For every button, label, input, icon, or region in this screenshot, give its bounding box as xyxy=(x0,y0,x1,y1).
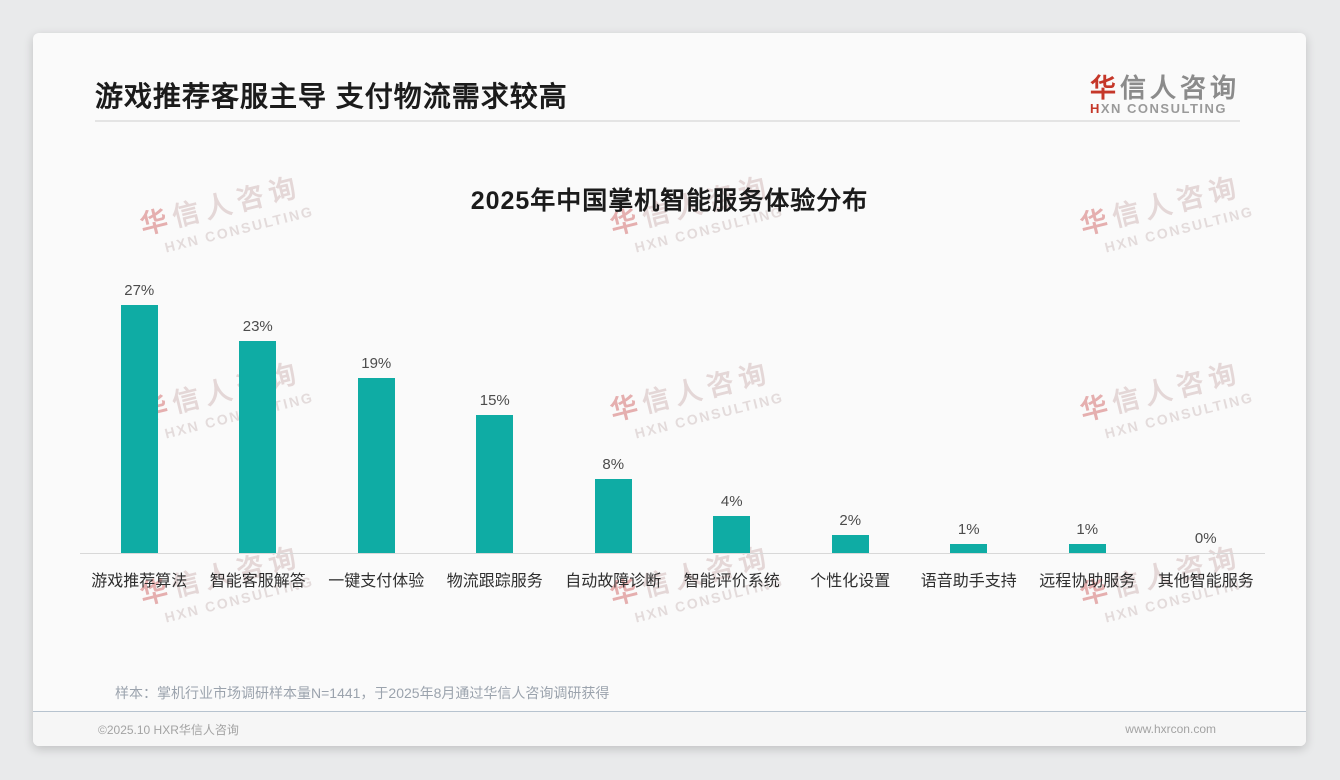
bar xyxy=(950,544,988,553)
brand-logo-cn-rest: 信人咨询 xyxy=(1119,72,1240,103)
bar xyxy=(476,415,514,553)
category-label: 一键支付体验 xyxy=(328,573,425,590)
header: 游戏推荐客服主导 支付物流需求较高 华信人咨询 HXN CONSULTING xyxy=(95,67,1240,123)
bar xyxy=(120,305,158,553)
brand-logo-cn-accent: 华 xyxy=(1089,72,1120,103)
chart-title: 2025年中国掌机智能服务体验分布 xyxy=(470,187,869,215)
brand-logo-en-accent: H xyxy=(1089,101,1101,117)
bar-column: 27% xyxy=(80,282,199,553)
bar-column: 1% xyxy=(1028,521,1147,553)
footer-bar: ©2025.10 HXR华信人咨询 www.hxrcon.com xyxy=(33,711,1306,746)
bar-column: 15% xyxy=(436,392,555,553)
category-label: 智能评价系统 xyxy=(683,573,780,590)
bar-value-label: 4% xyxy=(720,493,743,510)
category-label: 语音助手支持 xyxy=(920,573,1017,590)
category-label: 智能客服解答 xyxy=(209,573,306,590)
bar-value-label: 2% xyxy=(839,512,862,529)
bar-value-label: 1% xyxy=(1076,521,1099,538)
report-card: 华信人咨询 HXN CONSULTING 华信人咨询 HXN CONSULTING 华信… xyxy=(33,33,1306,746)
bar xyxy=(1068,544,1106,553)
bar xyxy=(594,479,632,553)
x-axis-line xyxy=(80,553,1265,554)
bar-value-label: 1% xyxy=(957,521,980,538)
bar-value-label: 0% xyxy=(1194,530,1217,547)
bar xyxy=(713,516,751,553)
category-label: 物流跟踪服务 xyxy=(446,573,543,590)
bar-column: 0% xyxy=(1147,530,1266,553)
page-title: 游戏推荐客服主导 支付物流需求较高 xyxy=(95,81,568,112)
bar-value-label: 15% xyxy=(479,392,510,409)
bar-value-label: 27% xyxy=(124,282,155,299)
bar xyxy=(831,535,869,553)
bar-value-label: 19% xyxy=(361,355,392,372)
bar-chart: 27% 23% 19% 15% 8% 4% 2% 1% 1% 0% xyxy=(80,279,1265,553)
bar-column: 1% xyxy=(910,521,1029,553)
category-label: 远程协助服务 xyxy=(1039,573,1136,590)
bar-value-label: 8% xyxy=(602,456,625,473)
sample-note: 样本：掌机行业市场调研样本量N=1441，于2025年8月通过华信人咨询调研获得 xyxy=(115,685,610,701)
bar-column: 4% xyxy=(673,493,792,553)
category-label: 其他智能服务 xyxy=(1157,573,1254,590)
category-label: 个性化设置 xyxy=(810,573,891,590)
brand-logo-cn: 华信人咨询 xyxy=(1089,72,1240,103)
brand-logo-en: HXN CONSULTING xyxy=(1089,101,1240,117)
bar xyxy=(357,378,395,553)
bar-value-label: 23% xyxy=(242,318,273,335)
bar xyxy=(239,341,277,553)
brand-logo: 华信人咨询 HXN CONSULTING xyxy=(1089,72,1240,117)
header-divider xyxy=(95,120,1240,122)
bar-column: 19% xyxy=(317,355,436,553)
category-axis: 游戏推荐算法 智能客服解答 一键支付体验 物流跟踪服务 自动故障诊断 智能评价系统 个性化设… xyxy=(80,567,1265,591)
bar-column: 8% xyxy=(554,456,673,553)
bar-column: 2% xyxy=(791,512,910,553)
bar-column: 23% xyxy=(199,318,318,553)
category-label: 游戏推荐算法 xyxy=(91,573,188,590)
category-label: 自动故障诊断 xyxy=(565,573,662,590)
website-text: www.hxrcon.com xyxy=(1125,722,1216,736)
copyright-text: ©2025.10 HXR华信人咨询 xyxy=(98,722,239,737)
brand-logo-en-rest: XN CONSULTING xyxy=(1100,101,1228,117)
